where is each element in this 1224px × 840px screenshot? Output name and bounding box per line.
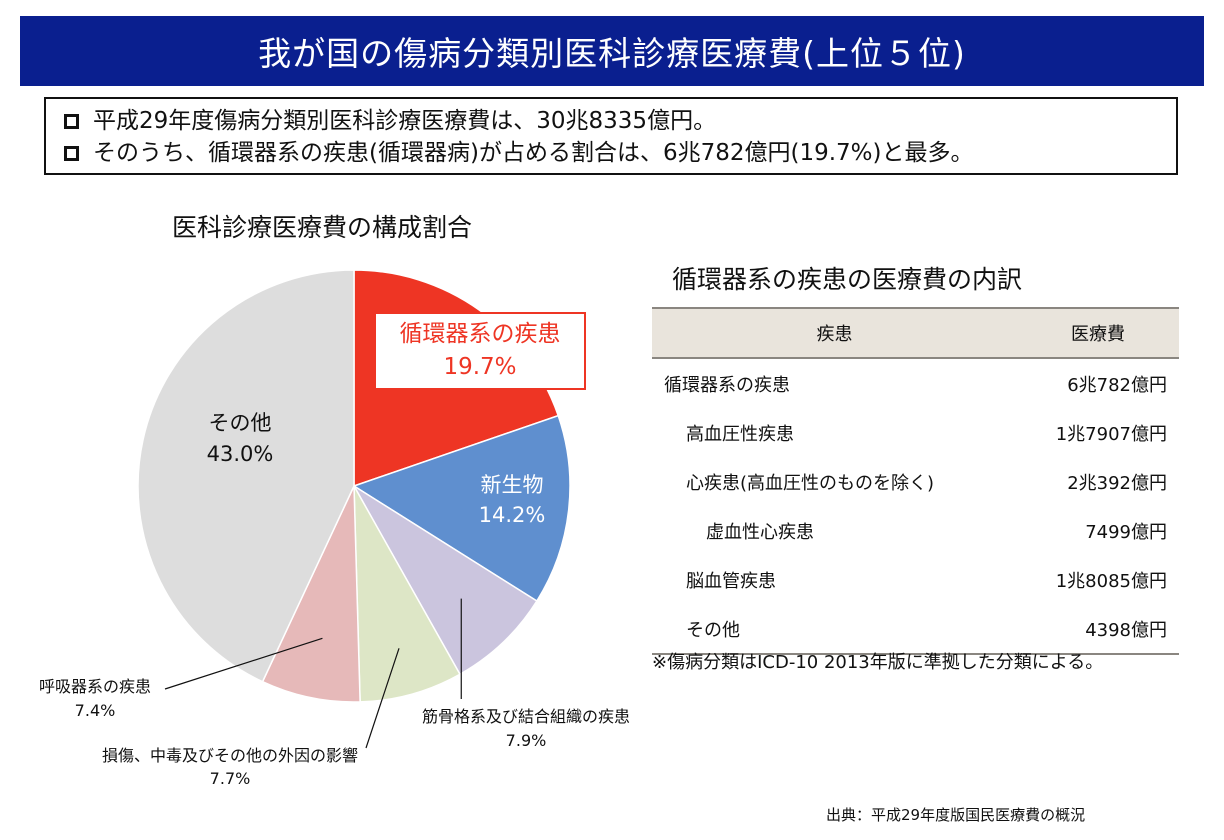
checkbox-icon	[64, 145, 79, 161]
table-row: 高血圧性疾患 1兆7907億円	[652, 408, 1179, 457]
slice-value-label: 7.4%	[75, 701, 116, 720]
table-row: その他 4398億円	[652, 604, 1179, 654]
disease-cell: 循環器系の疾患	[664, 374, 790, 396]
slice-value-label: 43.0%	[207, 442, 274, 466]
slice-value-label: 14.2%	[479, 503, 546, 527]
cost-cell: 2兆392億円	[1067, 472, 1167, 494]
callout-box	[374, 312, 586, 390]
table-row: 心疾患(高血圧性のものを除く) 2兆392億円	[652, 457, 1179, 506]
cost-cell: 4398億円	[1085, 619, 1167, 641]
page-title-banner: 我が国の傷病分類別医科診療医療費(上位５位)	[20, 16, 1204, 86]
table-title: 循環器系の疾患の医療費の内訳	[672, 265, 1023, 294]
leader-line	[164, 637, 323, 690]
pie-chart-title: 医科診療医療費の構成割合	[172, 213, 473, 242]
table-row: 循環器系の疾患 6兆782億円	[652, 358, 1179, 408]
disease-cell: その他	[686, 619, 740, 641]
slice-label: 新生物	[481, 473, 544, 497]
disease-cell: 高血圧性疾患	[686, 423, 794, 445]
slice-value-label: 7.9%	[506, 731, 547, 750]
page-title: 我が国の傷病分類別医科診療医療費(上位５位)	[258, 34, 966, 73]
table-row: 脳血管疾患 1兆8085億円	[652, 555, 1179, 604]
slice-label: 筋骨格系及び結合組織の疾患	[422, 707, 630, 726]
checkbox-icon	[64, 113, 79, 129]
table-header-row: 疾患 医療費	[652, 308, 1179, 358]
disease-cell: 虚血性心疾患	[706, 521, 814, 543]
header-disease: 疾患	[816, 324, 853, 345]
disease-cell: 脳血管疾患	[686, 570, 776, 592]
cost-cell: 7499億円	[1085, 521, 1167, 543]
summary-line: そのうち、循環器系の疾患(循環器病)が占める割合は、6兆782億円(19.7%)…	[64, 137, 1158, 169]
pie-slice	[353, 485, 461, 703]
breakdown-table: 疾患 医療費 循環器系の疾患 6兆782億円高血圧性疾患 1兆7907億円心疾患(高…	[652, 307, 1179, 655]
slice-value-label: 7.7%	[210, 769, 251, 788]
leader-line	[365, 648, 400, 749]
source-text: 出典：平成29年度版国民医療費の概況	[826, 806, 1086, 824]
pie-slice	[137, 269, 355, 683]
slice-value-label: 19.7%	[443, 354, 516, 380]
summary-text-2: そのうち、循環器系の疾患(循環器病)が占める割合は、6兆782億円(19.7%)…	[93, 140, 974, 166]
cost-cell: 1兆8085億円	[1055, 570, 1167, 592]
footnote: ※傷病分類はICD-10 2013年版に準拠した分類による。	[652, 652, 1104, 673]
table-row: 虚血性心疾患 7499億円	[652, 506, 1179, 555]
slice-label: 損傷、中毒及びその他の外因の影響	[102, 746, 358, 765]
cost-cell: 1兆7907億円	[1055, 423, 1167, 445]
pie-slice	[261, 485, 361, 703]
summary-line: 平成29年度傷病分類別医科診療医療費は、30兆8335億円。	[64, 105, 1158, 137]
summary-text-1: 平成29年度傷病分類別医科診療医療費は、30兆8335億円。	[93, 108, 717, 134]
breakdown-table-container: 疾患 医療費 循環器系の疾患 6兆782億円高血圧性疾患 1兆7907億円心疾患(高…	[652, 307, 1179, 655]
header-cost: 医療費	[1071, 324, 1125, 345]
table-body: 循環器系の疾患 6兆782億円高血圧性疾患 1兆7907億円心疾患(高血圧性のものを…	[652, 358, 1179, 654]
slice-label: 呼吸器系の疾患	[39, 677, 151, 696]
disease-cell: 心疾患(高血圧性のものを除く)	[686, 472, 935, 494]
slice-label: その他	[209, 411, 272, 435]
slice-label: 循環器系の疾患	[400, 321, 561, 347]
summary-box: 平成29年度傷病分類別医科診療医療費は、30兆8335億円。 そのうち、循環器系…	[44, 97, 1178, 175]
cost-cell: 6兆782億円	[1067, 374, 1167, 396]
pie-slice	[352, 414, 571, 603]
